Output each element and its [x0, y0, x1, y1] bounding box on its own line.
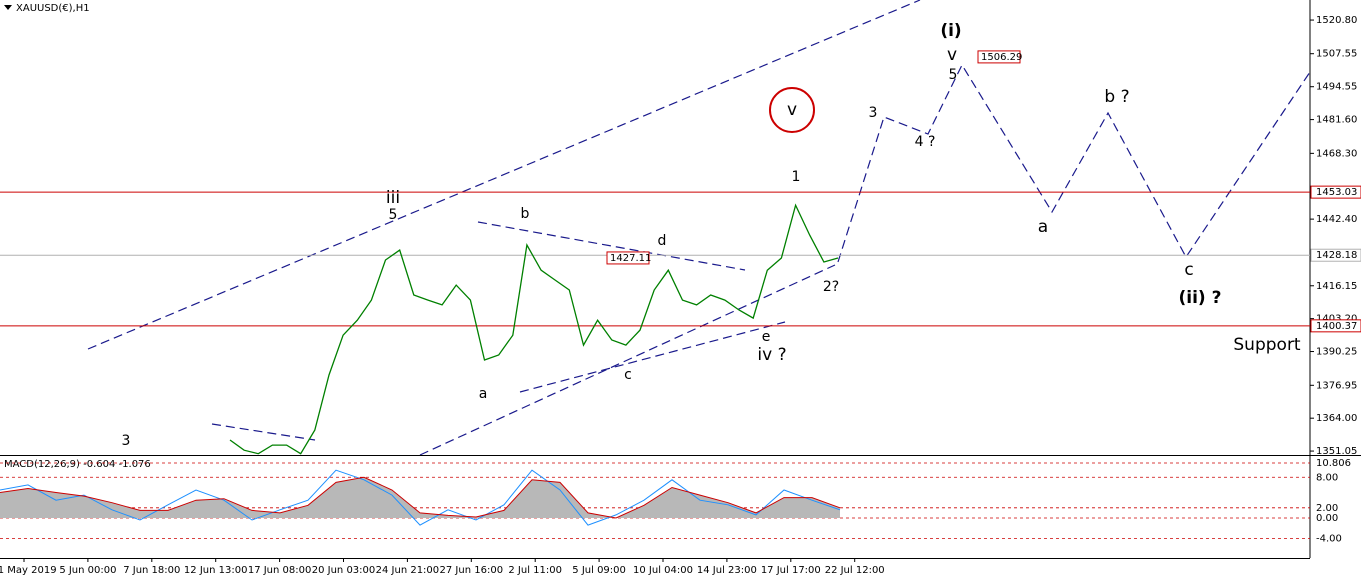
y-tick-label: 1468.30 — [1316, 148, 1357, 159]
wave-label: 3 — [122, 433, 131, 449]
macd-line — [0, 476, 841, 519]
x-tick-label: 31 May 2019 — [0, 565, 57, 576]
price-line — [229, 203, 839, 455]
wave-label: iv ? — [757, 345, 786, 365]
macd-title: MACD(12,26,9) -0.604 -1.076 — [4, 459, 151, 470]
x-tick-label: 2 Jul 11:00 — [508, 565, 562, 576]
x-tick-label: 7 Jun 18:00 — [123, 565, 180, 576]
price-label: 1427.11 — [610, 253, 651, 264]
wave-label: 3 — [869, 105, 878, 121]
chart-title: XAUUSD(€),H1 — [16, 3, 90, 14]
price-level-label: 1400.37 — [1316, 321, 1357, 332]
macd-tick-label: 8.00 — [1316, 472, 1338, 483]
x-tick-label: 14 Jul 23:00 — [697, 565, 757, 576]
wave-label: b — [521, 206, 530, 222]
wave-label: a — [479, 386, 488, 402]
macd-tick-label: 10.806 — [1316, 458, 1351, 469]
price-level-label: 1453.03 — [1316, 187, 1357, 198]
x-tick-label: 17 Jun 08:00 — [248, 565, 312, 576]
wave-label: Support — [1233, 335, 1301, 355]
price-label-box — [977, 50, 1021, 64]
price-level-label: 1428.18 — [1316, 250, 1357, 261]
wave-label: e — [762, 329, 771, 345]
x-tick-label: 24 Jun 21:00 — [376, 565, 440, 576]
x-tick-label: 22 Jul 12:00 — [825, 565, 885, 576]
y-tick-label: 1351.05 — [1316, 446, 1357, 457]
price-level-box — [1310, 185, 1361, 199]
y-tick-label: 1494.55 — [1316, 82, 1357, 93]
wave-label: a — [1038, 217, 1048, 237]
wave-label: c — [1184, 260, 1193, 280]
x-tick-label: 20 Jun 03:00 — [312, 565, 376, 576]
wave-label: b ? — [1104, 87, 1129, 107]
price-label-box — [606, 251, 650, 265]
y-tick-label: 1416.15 — [1316, 281, 1357, 292]
x-tick-label: 12 Jun 13:00 — [184, 565, 248, 576]
macd-histogram-area — [0, 477, 840, 518]
wave-label: 4 ? — [915, 134, 936, 150]
x-tick-label: 10 Jul 04:00 — [633, 565, 693, 576]
price-level-box — [1310, 248, 1361, 262]
wave-label: 2? — [823, 279, 839, 295]
x-tick-label: 5 Jun 00:00 — [59, 565, 116, 576]
wave-label: 5 — [389, 207, 398, 223]
menu-arrow[interactable] — [4, 5, 12, 10]
wave-label: 1 — [792, 169, 801, 185]
x-tick-label: 5 Jul 09:00 — [572, 565, 626, 576]
wave-label: (ii) ? — [1179, 288, 1222, 308]
trendlines — [87, 0, 1311, 456]
price-label: 1506.29 — [981, 52, 1022, 63]
x-tick-label: 27 Jun 16:00 — [440, 565, 504, 576]
x-tick-label: 17 Jul 17:00 — [761, 565, 821, 576]
price-level-box — [1310, 319, 1361, 333]
y-tick-label: 1481.60 — [1316, 115, 1357, 126]
macd-tick-label: -4.00 — [1316, 533, 1342, 544]
wave-label: 5 — [949, 67, 958, 83]
wave-label: d — [658, 233, 667, 249]
macd-tick-label: 2.00 — [1316, 503, 1338, 514]
macd-tick-label: 0.00 — [1316, 513, 1338, 524]
wave-label: (i) — [940, 21, 961, 41]
y-tick-label: 1364.00 — [1316, 413, 1357, 424]
macd-line — [0, 469, 841, 526]
wave-label: v — [947, 45, 957, 65]
wave-label: c — [624, 367, 632, 383]
y-tick-label: 1390.25 — [1316, 347, 1357, 358]
y-tick-label: 1376.95 — [1316, 380, 1357, 391]
y-tick-label: 1403.20 — [1316, 314, 1357, 325]
y-tick-label: 1520.80 — [1316, 15, 1357, 26]
y-tick-label: 1442.40 — [1316, 214, 1357, 225]
wave-label: iii — [386, 188, 400, 208]
wave-label: v — [787, 100, 797, 120]
y-tick-label: 1507.55 — [1316, 49, 1357, 60]
wave-circle — [769, 87, 815, 133]
